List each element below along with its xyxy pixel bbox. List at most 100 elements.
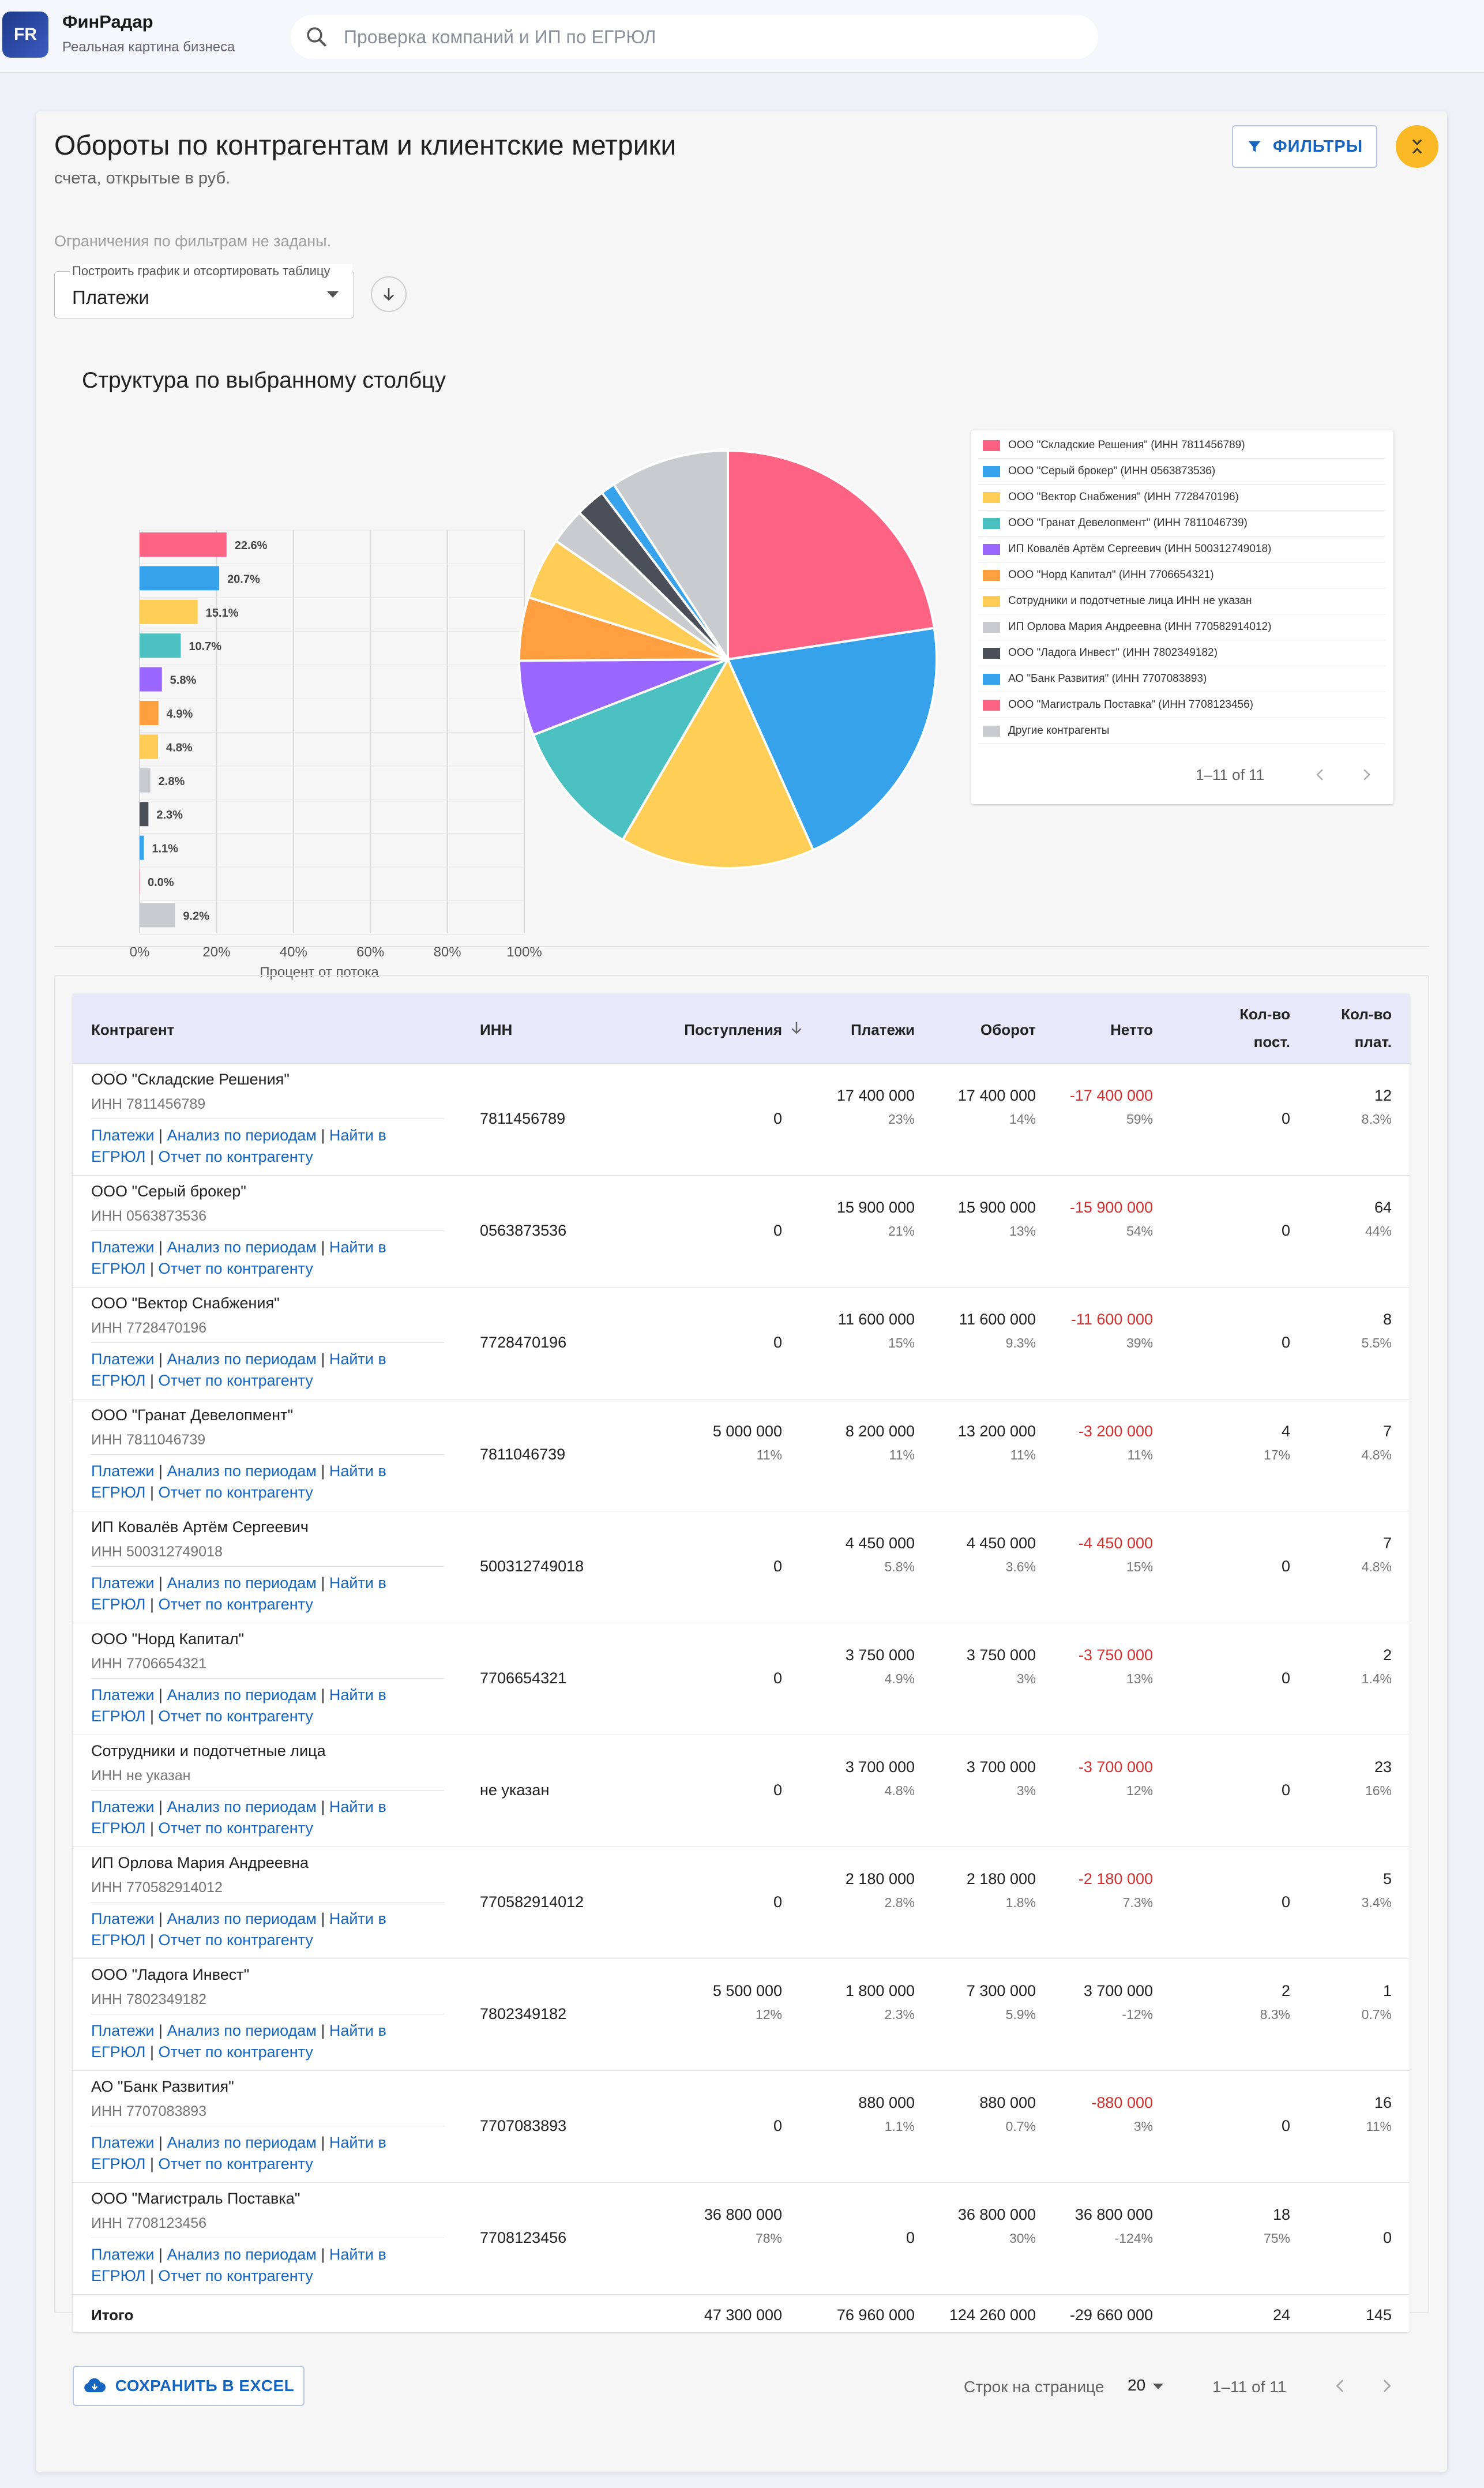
link-find-egrul[interactable]: Найти в ЕГРЮЛ [91, 2022, 386, 2061]
link-find-egrul[interactable]: Найти в ЕГРЮЛ [91, 1239, 386, 1277]
col-name[interactable]: Контрагент [91, 1021, 175, 1038]
link-periods[interactable]: Анализ по периодам [167, 2022, 317, 2039]
link-find-egrul[interactable]: Найти в ЕГРЮЛ [91, 1574, 386, 1613]
link-report[interactable]: Отчет по контрагенту [158, 2155, 313, 2172]
col-payments[interactable]: Платежи [851, 1021, 915, 1038]
col-count-out[interactable]: Кол-во [1341, 1005, 1392, 1023]
chart-column-select[interactable]: Построить график и отсортировать таблицу… [54, 264, 354, 318]
legend-item[interactable]: ООО "Норд Капитал" (ИНН 7706654321) [978, 562, 1385, 588]
sort-desc-icon[interactable] [788, 1019, 805, 1037]
link-report[interactable]: Отчет по контрагенту [158, 1931, 313, 1949]
app-logo[interactable]: FR [2, 12, 48, 58]
cell-cnt_out: 64 [1374, 1199, 1392, 1216]
link-report[interactable]: Отчет по контрагенту [158, 1708, 313, 1725]
link-report[interactable]: Отчет по контрагенту [158, 2267, 313, 2284]
chart-title: Структура по выбранному столбцу [82, 368, 446, 393]
divider [91, 1454, 444, 1455]
link-report[interactable]: Отчет по контрагенту [158, 1484, 313, 1501]
legend-item[interactable]: ООО "Магистраль Поставка" (ИНН 770812345… [978, 692, 1385, 718]
divider [91, 1230, 444, 1231]
link-periods[interactable]: Анализ по периодам [167, 1239, 317, 1256]
link-separator: | [159, 2246, 163, 2263]
search-input[interactable] [344, 26, 1036, 48]
rows-per-page-select[interactable]: 20 [1128, 2376, 1174, 2399]
link-payments[interactable]: Платежи [91, 1127, 155, 1144]
cell-turnover: 17 400 000 [957, 1087, 1036, 1104]
legend-swatch [983, 440, 1000, 451]
save-excel-button[interactable]: СОХРАНИТЬ В EXCEL [73, 2366, 305, 2406]
col-inn[interactable]: ИНН [480, 1021, 513, 1038]
legend-item[interactable]: ИП Ковалёв Артём Сергеевич (ИНН 50031274… [978, 536, 1385, 562]
link-payments[interactable]: Платежи [91, 1686, 155, 1703]
sort-direction-button[interactable] [371, 276, 407, 312]
col-income[interactable]: Поступления [684, 1021, 782, 1038]
inn-cell: 7728470196 [480, 1334, 567, 1351]
link-payments[interactable]: Платежи [91, 1798, 155, 1815]
link-payments[interactable]: Платежи [91, 2246, 155, 2263]
link-find-egrul[interactable]: Найти в ЕГРЮЛ [91, 1127, 386, 1165]
link-find-egrul[interactable]: Найти в ЕГРЮЛ [91, 1462, 386, 1501]
link-report[interactable]: Отчет по контрагенту [158, 1148, 313, 1165]
link-find-egrul[interactable]: Найти в ЕГРЮЛ [91, 2246, 386, 2284]
next-page-icon[interactable] [1377, 2376, 1396, 2396]
prev-page-icon[interactable] [1331, 2376, 1350, 2396]
link-payments[interactable]: Платежи [91, 1574, 155, 1592]
link-periods[interactable]: Анализ по периодам [167, 1686, 317, 1703]
link-separator: | [321, 1574, 325, 1592]
link-periods[interactable]: Анализ по периодам [167, 2134, 317, 2151]
x-axis-label: Процент от потока [260, 965, 379, 980]
search-box[interactable] [291, 15, 1098, 59]
counterparty-name: ООО "Ладога Инвест" [91, 1966, 250, 1983]
link-report[interactable]: Отчет по контрагенту [158, 1819, 313, 1837]
link-periods[interactable]: Анализ по периодам [167, 2246, 317, 2263]
cell-turnover-percent: 1.8% [1005, 1895, 1036, 1910]
link-payments[interactable]: Платежи [91, 1910, 155, 1927]
link-payments[interactable]: Платежи [91, 2134, 155, 2151]
legend-item[interactable]: ИП Орлова Мария Андреевна (ИНН 770582914… [978, 614, 1385, 640]
link-periods[interactable]: Анализ по периодам [167, 1910, 317, 1927]
legend-item[interactable]: Сотрудники и подотчетные лица ИНН не ука… [978, 588, 1385, 614]
link-payments[interactable]: Платежи [91, 1462, 155, 1480]
rows-per-page-label: Строк на странице [964, 2378, 1104, 2396]
link-report[interactable]: Отчет по контрагенту [158, 2043, 313, 2061]
bar [140, 701, 159, 725]
cell-turnover-percent: 30% [1009, 2231, 1036, 2246]
collapse-button[interactable] [1396, 125, 1438, 168]
total-income: 47 300 000 [704, 2306, 782, 2324]
link-payments[interactable]: Платежи [91, 1239, 155, 1256]
link-payments[interactable]: Платежи [91, 1350, 155, 1368]
link-separator: | [321, 1686, 325, 1703]
link-find-egrul[interactable]: Найти в ЕГРЮЛ [91, 1798, 386, 1837]
link-periods[interactable]: Анализ по периодам [167, 1127, 317, 1144]
legend-item[interactable]: АО "Банк Развития" (ИНН 7707083893) [978, 666, 1385, 692]
filters-button[interactable]: ФИЛЬТРЫ [1232, 125, 1377, 168]
next-page-icon[interactable] [1358, 766, 1375, 783]
cell-cnt_in: 0 [1281, 1781, 1290, 1799]
link-find-egrul[interactable]: Найти в ЕГРЮЛ [91, 1910, 386, 1949]
link-find-egrul[interactable]: Найти в ЕГРЮЛ [91, 1350, 386, 1389]
link-periods[interactable]: Анализ по периодам [167, 1798, 317, 1815]
link-report[interactable]: Отчет по контрагенту [158, 1260, 313, 1277]
legend-item[interactable]: ООО "Складские Решения" (ИНН 7811456789) [978, 433, 1385, 459]
col-turnover[interactable]: Оборот [980, 1021, 1036, 1038]
link-report[interactable]: Отчет по контрагенту [158, 1372, 313, 1389]
bar-value-label: 22.6% [235, 539, 268, 552]
col-count-in[interactable]: Кол-во [1239, 1005, 1290, 1023]
link-find-egrul[interactable]: Найти в ЕГРЮЛ [91, 1686, 386, 1725]
link-payments[interactable]: Платежи [91, 2022, 155, 2039]
cell-income: 5 000 000 [712, 1423, 782, 1440]
legend-item[interactable]: Другие контрагенты [978, 718, 1385, 744]
link-periods[interactable]: Анализ по периодам [167, 1574, 317, 1592]
link-report[interactable]: Отчет по контрагенту [158, 1596, 313, 1613]
link-periods[interactable]: Анализ по периодам [167, 1462, 317, 1480]
col-net[interactable]: Нетто [1110, 1021, 1153, 1038]
prev-page-icon[interactable] [1312, 766, 1329, 783]
save-excel-label: СОХРАНИТЬ В EXCEL [115, 2377, 295, 2395]
legend-item[interactable]: ООО "Вектор Снабжения" (ИНН 7728470196) [978, 485, 1385, 511]
legend-item[interactable]: ООО "Серый брокер" (ИНН 0563873536) [978, 459, 1385, 485]
cell-turnover: 36 800 000 [957, 2206, 1036, 2223]
legend-item[interactable]: ООО "Ладога Инвест" (ИНН 7802349182) [978, 640, 1385, 666]
legend-item[interactable]: ООО "Гранат Девелопмент" (ИНН 7811046739… [978, 511, 1385, 536]
link-find-egrul[interactable]: Найти в ЕГРЮЛ [91, 2134, 386, 2172]
link-periods[interactable]: Анализ по периодам [167, 1350, 317, 1368]
